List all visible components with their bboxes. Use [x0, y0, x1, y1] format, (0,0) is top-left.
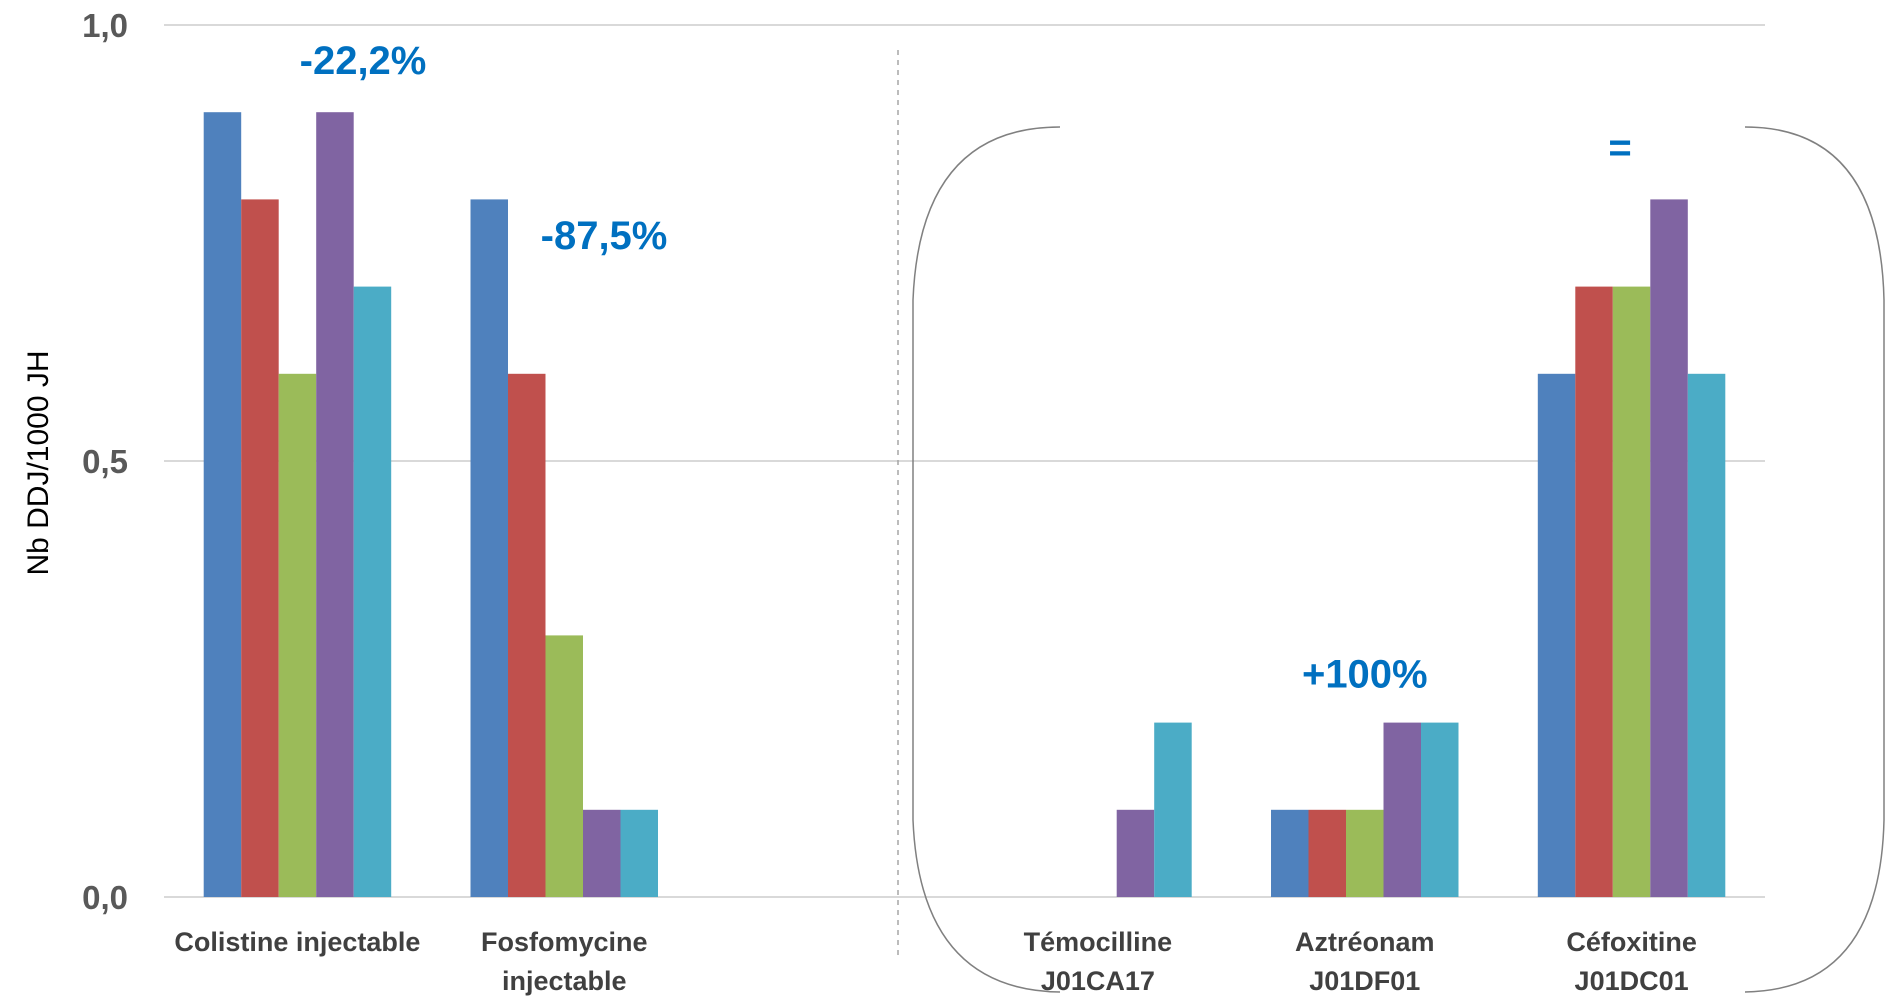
bar: [278, 373, 317, 897]
bar: [1575, 286, 1613, 898]
x-category-label: Témocilline: [1024, 927, 1173, 957]
bar: [1383, 722, 1421, 897]
group-bracket-left: [912, 126, 1061, 993]
bar: [583, 809, 621, 897]
change-annotation: -22,2%: [300, 39, 427, 83]
x-category-label: J01DC01: [1575, 966, 1689, 996]
bar: [241, 199, 279, 897]
change-annotation: +100%: [1302, 653, 1428, 697]
bar: [545, 635, 583, 897]
annotations: -22,2% -87,5% +100% =: [300, 39, 1632, 697]
group-bracket-right: [1744, 126, 1885, 993]
x-category-label: Céfoxitine: [1566, 927, 1697, 957]
category-labels: Colistine injectable Fosfomycine injectabl…: [174, 927, 1696, 996]
bars: [203, 112, 1726, 898]
bar: [1687, 373, 1726, 897]
bar: [353, 286, 392, 898]
bar: [1537, 373, 1576, 897]
bar: [1612, 286, 1651, 898]
x-category-label: Aztréonam: [1295, 927, 1435, 957]
x-category-label: J01CA17: [1041, 966, 1155, 996]
x-category-label: injectable: [502, 966, 627, 996]
bar: [1271, 809, 1309, 897]
x-category-label: J01DF01: [1309, 966, 1420, 996]
change-annotation: -87,5%: [541, 214, 668, 258]
bar: [1346, 809, 1384, 897]
bar: [1421, 722, 1459, 897]
y-axis-title: Nb DDJ/1000 JH: [22, 350, 55, 575]
y-tick-label: 0,0: [82, 879, 128, 916]
bar: [316, 112, 354, 897]
bar: [508, 373, 546, 897]
bar: [1308, 809, 1346, 897]
x-category-label: Colistine injectable: [174, 927, 420, 957]
bar: [1154, 722, 1192, 897]
y-tick-label: 0,5: [82, 443, 128, 480]
x-category-label: Fosfomycine: [481, 927, 648, 957]
bar: [1650, 199, 1688, 897]
y-tick-label: 1,0: [82, 7, 128, 44]
bar: [620, 809, 658, 897]
bar: [203, 112, 242, 897]
bar: [470, 199, 508, 897]
gridlines: [164, 24, 1765, 898]
bar: [1116, 809, 1155, 897]
change-annotation: =: [1608, 126, 1631, 170]
